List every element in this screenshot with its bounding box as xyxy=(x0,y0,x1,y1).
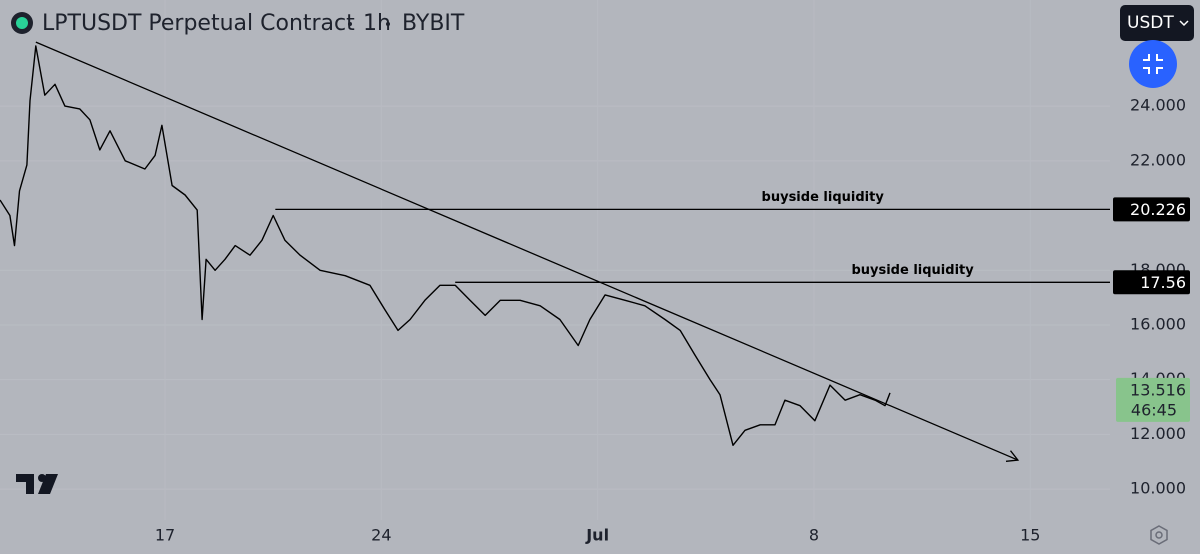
x-tick-label: 15 xyxy=(1020,526,1040,545)
plot xyxy=(0,41,1110,462)
y-tick-label: 12.000 xyxy=(1130,424,1186,443)
price-tag xyxy=(1113,197,1190,222)
price-tag-label: 17.56 xyxy=(1140,273,1186,292)
separator xyxy=(386,22,390,26)
trend-line xyxy=(35,41,1019,461)
x-tick-label: 8 xyxy=(809,526,819,545)
currency[interactable]: USDT xyxy=(1127,13,1174,33)
countdown: 46:45 xyxy=(1131,400,1177,419)
exchange: BYBIT xyxy=(402,11,465,36)
separator xyxy=(348,22,352,26)
settings-icon[interactable] xyxy=(1150,525,1168,545)
tradingview-logo-dot xyxy=(38,474,46,482)
symbol[interactable]: LPTUSDT Perpetual Contract xyxy=(42,11,355,36)
fullscreen-icon xyxy=(1143,54,1163,74)
price-tag xyxy=(1113,270,1190,295)
dropdown-arrow xyxy=(1179,20,1189,27)
last-price-label: 13.516 xyxy=(1130,380,1186,399)
x-tick-label: Jul xyxy=(585,526,609,545)
price-tag-label: 20.226 xyxy=(1130,200,1186,219)
tradingview-logo xyxy=(16,474,58,494)
x-tick-label: 24 xyxy=(371,526,391,545)
price-line xyxy=(0,45,891,446)
y-tick-label: 22.000 xyxy=(1130,150,1186,169)
liquidity-label: buyside liquidity xyxy=(851,263,974,278)
y-tick-label: 24.000 xyxy=(1130,96,1186,115)
liquidity-label: buyside liquidity xyxy=(762,190,885,205)
settings-icon-center xyxy=(1155,531,1163,539)
fullscreen-button[interactable] xyxy=(1129,40,1177,88)
y-tick-label: 10.000 xyxy=(1130,479,1186,498)
last-price-tag xyxy=(1116,377,1190,422)
currency-button[interactable] xyxy=(1120,5,1194,41)
x-tick-label: 17 xyxy=(155,526,175,545)
symbol-icon-inner xyxy=(16,17,28,29)
trend-arrowhead xyxy=(1005,450,1020,462)
y-tick-label: 16.000 xyxy=(1130,314,1186,333)
